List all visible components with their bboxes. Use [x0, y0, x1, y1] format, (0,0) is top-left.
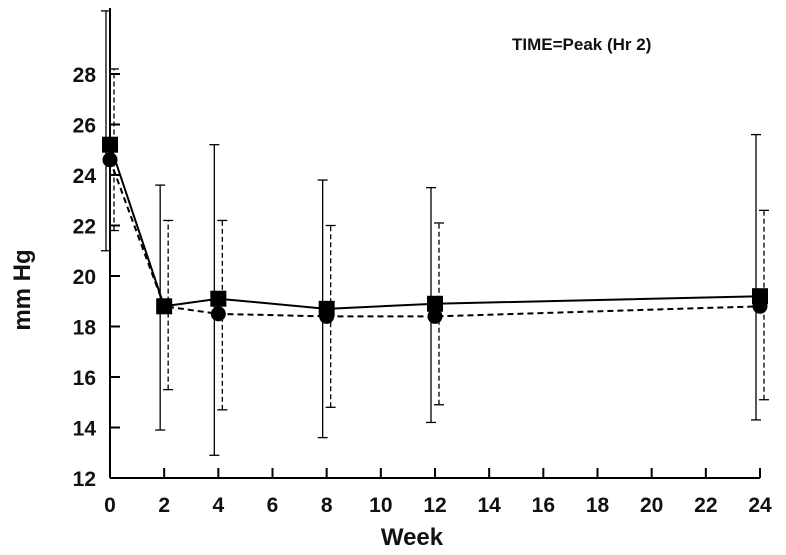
- x-tick-label: 12: [423, 494, 446, 517]
- square-marker: [210, 290, 227, 307]
- series-line-solid: [109, 144, 761, 310]
- y-tick-label: 28: [73, 64, 97, 87]
- circle-marker: [319, 308, 335, 324]
- circle-marker: [752, 298, 768, 314]
- y-tick-label: 24: [73, 165, 97, 188]
- y-tick-label: 26: [73, 115, 96, 138]
- x-tick-label: 22: [694, 494, 717, 517]
- y-tick-label: 20: [73, 266, 96, 289]
- series-lines-layer: [109, 144, 761, 318]
- y-tick-label: 16: [73, 367, 96, 390]
- circle-marker: [210, 306, 226, 322]
- y-tick-label: 12: [73, 468, 96, 491]
- series-line-dashed: [109, 159, 761, 318]
- circle-marker: [427, 308, 443, 324]
- x-axis-label: Week: [381, 524, 444, 550]
- square-marker: [427, 295, 443, 312]
- axes-layer: [109, 8, 761, 479]
- x-tick-labels: 0 2 4 6 8 10 12 14 16 18 20 22 24: [104, 494, 772, 517]
- x-tick-label: 8: [321, 494, 333, 517]
- x-tick-label: 16: [532, 494, 555, 517]
- x-tick-label: 6: [267, 494, 279, 517]
- y-tick-labels: 12 14 16 18 20 22 24 26 28: [73, 64, 97, 491]
- x-tick-label: 14: [477, 494, 501, 517]
- x-tick-label: 24: [748, 494, 772, 517]
- x-tick-label: 0: [104, 494, 116, 517]
- x-tick-label: 20: [640, 494, 663, 517]
- x-tick-label: 18: [586, 494, 610, 517]
- y-tick-label: 18: [73, 317, 97, 340]
- y-tick-label: 14: [73, 418, 97, 441]
- circle-marker: [156, 298, 172, 314]
- y-axis-label: mm Hg: [9, 249, 36, 330]
- x-tick-label: 4: [212, 494, 224, 517]
- chart-annotation: TIME=Peak (Hr 2): [512, 35, 651, 54]
- x-tick-label: 2: [158, 494, 170, 517]
- x-tick-label: 10: [369, 494, 392, 517]
- error-bars-layer: [101, 10, 769, 456]
- y-tick-label: 22: [73, 216, 96, 239]
- markers-layer: [102, 136, 768, 324]
